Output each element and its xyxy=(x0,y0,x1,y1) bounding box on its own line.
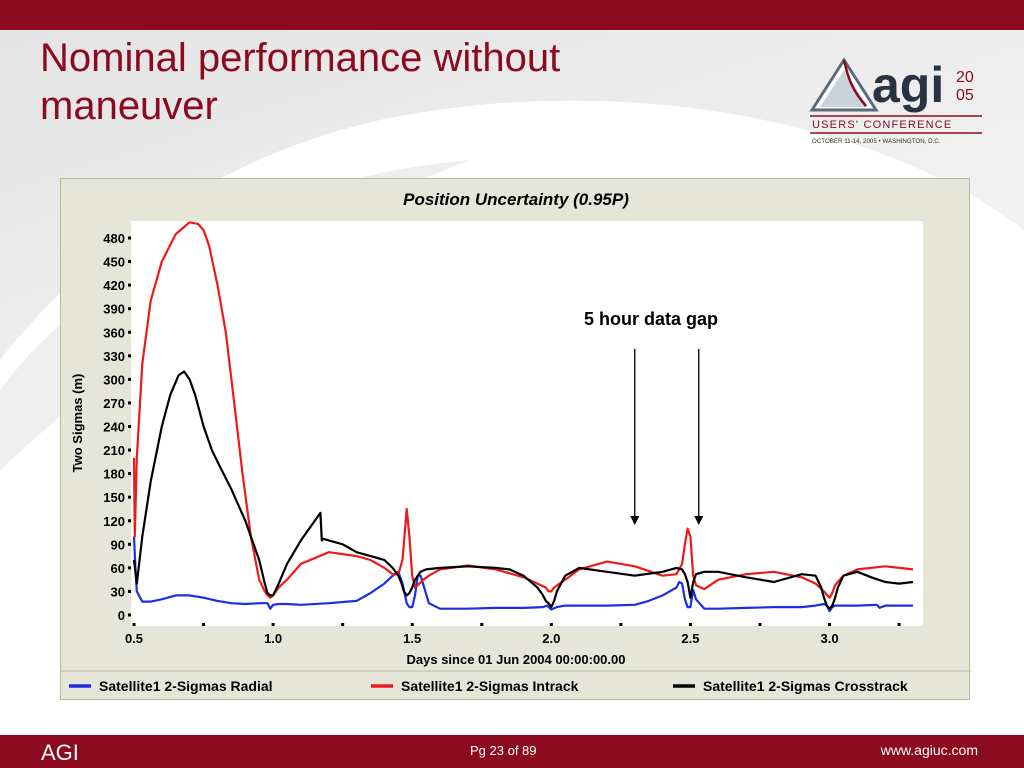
y-tick-label: 480 xyxy=(103,231,125,246)
slide-title: Nominal performance without maneuver xyxy=(40,34,680,130)
logo-year-bottom: 05 xyxy=(956,87,974,104)
data-gap-annotation: 5 hour data gap xyxy=(584,309,718,525)
top-banner xyxy=(0,0,1024,30)
x-tick-mark xyxy=(688,623,692,626)
y-axis-label: Two Sigmas (m) xyxy=(70,374,85,473)
annotation-text: 5 hour data gap xyxy=(584,309,718,329)
y-tick-mark xyxy=(128,260,131,264)
chart-legend: Satellite1 2-Sigmas Radial Satellite1 2-S… xyxy=(69,678,908,694)
y-tick-label: 150 xyxy=(103,490,125,505)
series-line-2 xyxy=(132,370,914,610)
y-tick-mark xyxy=(128,401,131,405)
chart-title: Position Uncertainty (0.95P) xyxy=(403,190,629,209)
x-tick-label: 3.0 xyxy=(820,631,838,646)
position-uncertainty-chart: Position Uncertainty (0.95P) 0 30 60 90 120 1… xyxy=(61,190,971,694)
logo-wordmark: agi xyxy=(872,57,944,113)
chart-panel: Position Uncertainty (0.95P) 0 30 60 90 120 1… xyxy=(60,178,971,700)
y-tick-mark xyxy=(128,330,131,334)
y-tick-mark xyxy=(128,613,131,617)
y-tick-label: 210 xyxy=(103,443,125,458)
x-tick-mark xyxy=(619,623,623,626)
y-axis: 0 30 60 90 120 150 180 210 240 270 300 330 360 390 420… xyxy=(103,231,131,623)
y-tick-mark xyxy=(128,448,131,452)
y-tick-mark xyxy=(128,589,131,593)
x-tick-mark xyxy=(271,623,275,626)
slide-title-line1: Nominal performance without xyxy=(40,36,561,80)
y-tick-mark xyxy=(128,519,131,523)
y-tick-label: 120 xyxy=(103,514,125,529)
x-tick-mark xyxy=(828,623,832,626)
x-tick-mark xyxy=(132,623,136,626)
series-line-0 xyxy=(132,536,913,613)
x-tick-label: 0.5 xyxy=(125,631,143,646)
data-gap-arrowhead-0 xyxy=(630,516,640,525)
x-tick-label: 2.5 xyxy=(681,631,699,646)
logo-dates: OCTOBER 11-14, 2005 • WASHINGTON, D.C. xyxy=(812,138,941,145)
y-tick-mark xyxy=(128,495,131,499)
legend-label-1: Satellite1 2-Sigmas Intrack xyxy=(401,678,579,694)
logo-year-top: 20 xyxy=(956,69,974,86)
data-gap-arrowhead-1 xyxy=(694,516,704,525)
x-tick-label: 1.0 xyxy=(264,631,282,646)
y-tick-label: 300 xyxy=(103,372,125,387)
y-tick-mark xyxy=(128,236,131,240)
y-tick-mark xyxy=(128,566,131,570)
y-tick-label: 390 xyxy=(103,302,125,317)
y-tick-mark xyxy=(128,307,131,311)
y-tick-label: 360 xyxy=(103,325,125,340)
x-tick-label: 2.0 xyxy=(542,631,560,646)
legend-label-0: Satellite1 2-Sigmas Radial xyxy=(99,678,273,694)
x-tick-label: 1.5 xyxy=(403,631,421,646)
y-tick-label: 270 xyxy=(103,396,125,411)
y-tick-mark xyxy=(128,283,131,287)
footer-bar: AGI Pg 23 of 89 www.agiuc.com xyxy=(0,735,1024,768)
y-tick-mark xyxy=(128,377,131,381)
slide-title-line2: maneuver xyxy=(40,84,218,128)
y-tick-label: 60 xyxy=(111,561,125,576)
x-tick-mark xyxy=(897,623,901,626)
x-axis-label: Days since 01 Jun 2004 00:00:00.00 xyxy=(407,652,626,667)
y-tick-label: 180 xyxy=(103,467,125,482)
x-tick-mark xyxy=(410,623,414,626)
logo-swoosh-icon xyxy=(842,59,867,107)
legend-label-2: Satellite1 2-Sigmas Crosstrack xyxy=(703,678,908,694)
y-tick-label: 90 xyxy=(111,537,125,552)
footer-url: www.agiuc.com xyxy=(880,742,978,758)
series-line-1 xyxy=(132,221,914,599)
y-tick-label: 0 xyxy=(118,608,125,623)
logo-triangle-inner-icon xyxy=(820,70,868,107)
y-tick-label: 330 xyxy=(103,349,125,364)
y-tick-mark xyxy=(128,354,131,358)
page-number: Pg 23 of 89 xyxy=(470,743,537,758)
y-tick-mark xyxy=(128,425,131,428)
x-tick-mark xyxy=(758,623,762,626)
series-lines xyxy=(132,221,914,613)
agi-logo: agi 20 05 USERS' CONFERENCE OCTOBER 11-1… xyxy=(809,57,982,145)
y-tick-label: 450 xyxy=(103,255,125,270)
y-tick-mark xyxy=(128,542,131,546)
x-tick-mark xyxy=(202,623,206,626)
x-tick-mark xyxy=(341,623,345,626)
x-axis: 0.5 1.0 1.5 2.0 2.5 3.0 xyxy=(125,623,901,646)
x-tick-mark xyxy=(549,623,553,626)
y-tick-mark xyxy=(128,472,131,476)
y-tick-label: 240 xyxy=(103,420,125,435)
logo-subtitle: USERS' CONFERENCE xyxy=(812,119,952,131)
footer-company: AGI xyxy=(41,740,79,765)
plot-area xyxy=(131,221,923,626)
x-tick-mark xyxy=(480,623,484,626)
y-tick-label: 420 xyxy=(103,278,125,293)
y-tick-label: 30 xyxy=(111,584,125,599)
